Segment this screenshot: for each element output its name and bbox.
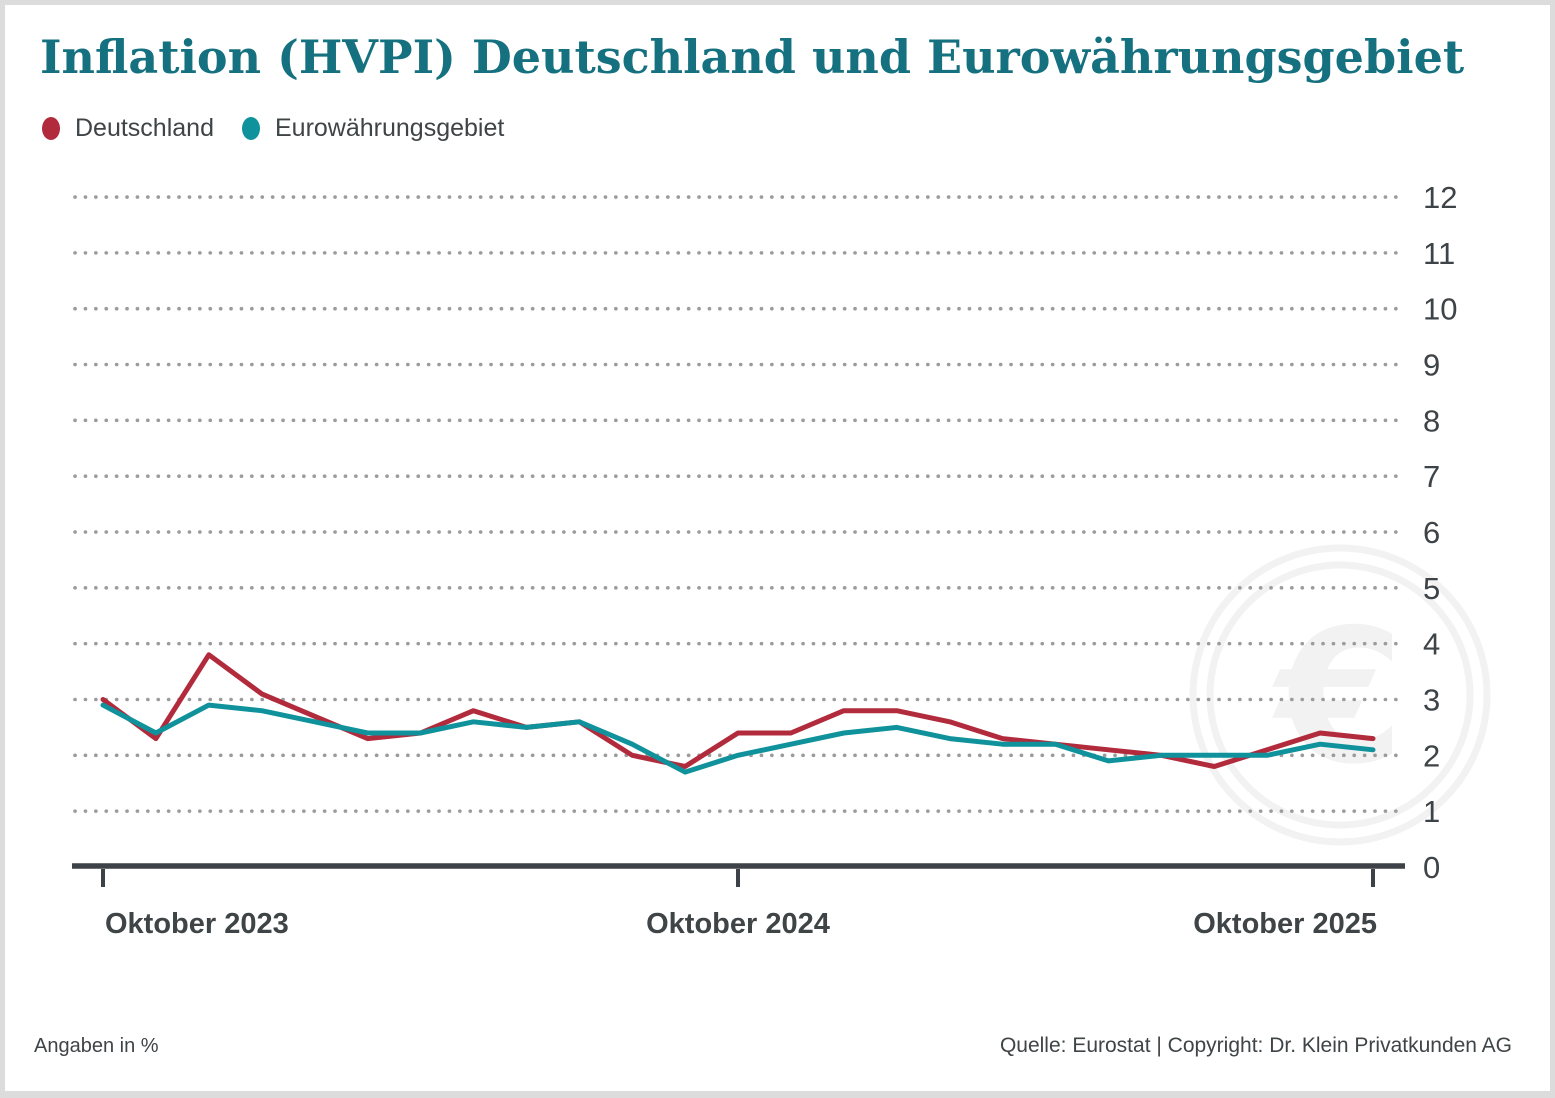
y-axis-label-4: 4 (1423, 627, 1440, 662)
x-axis-label-oktober-2023: Oktober 2023 (105, 908, 289, 940)
y-axis-label-2: 2 (1423, 738, 1440, 773)
y-axis-label-7: 7 (1423, 459, 1440, 494)
y-axis-label-9: 9 (1423, 348, 1440, 383)
y-axis-label-3: 3 (1423, 683, 1440, 718)
watermark-outer-ring (1189, 544, 1491, 846)
y-axis-label-8: 8 (1423, 403, 1440, 438)
y-axis-label-11: 11 (1423, 236, 1455, 271)
legend-dot-eurozone-icon (241, 117, 260, 140)
y-axis-label-12: 12 (1423, 180, 1457, 215)
series-line-eurozone (100, 702, 1376, 775)
legend-label-deutschland: Deutschland (75, 114, 214, 142)
chart-legend: Deutschland Eurowährungsgebiet (42, 114, 504, 143)
watermark-inner-ring (1206, 561, 1474, 829)
source-copyright: Quelle: Eurostat | Copyright: Dr. Klein … (999, 1034, 1512, 1057)
y-axis-label-0: 0 (1423, 850, 1440, 885)
legend-label-eurozone: Eurowährungsgebiet (274, 114, 505, 142)
x-axis-label-oktober-2024: Oktober 2024 (646, 908, 830, 940)
legend-item-deutschland: Deutschland (42, 114, 214, 143)
euro-watermark-icon: € (1272, 589, 1405, 805)
legend-dot-deutschland-icon (42, 117, 60, 140)
x-axis-label-oktober-2025: Oktober 2025 (1193, 908, 1377, 940)
series-line-deutschland (100, 652, 1376, 769)
y-axis-label-10: 10 (1423, 292, 1457, 327)
y-axis-label-6: 6 (1423, 515, 1440, 550)
y-axis-label-1: 1 (1423, 794, 1440, 829)
unit-note: Angaben in % (34, 1035, 159, 1057)
y-axis-label-5: 5 (1423, 571, 1440, 606)
legend-item-eurozone: Eurowährungsgebiet (241, 114, 505, 143)
page-title: Inflation (HVPI) Deutschland und Eurowäh… (40, 30, 1465, 84)
